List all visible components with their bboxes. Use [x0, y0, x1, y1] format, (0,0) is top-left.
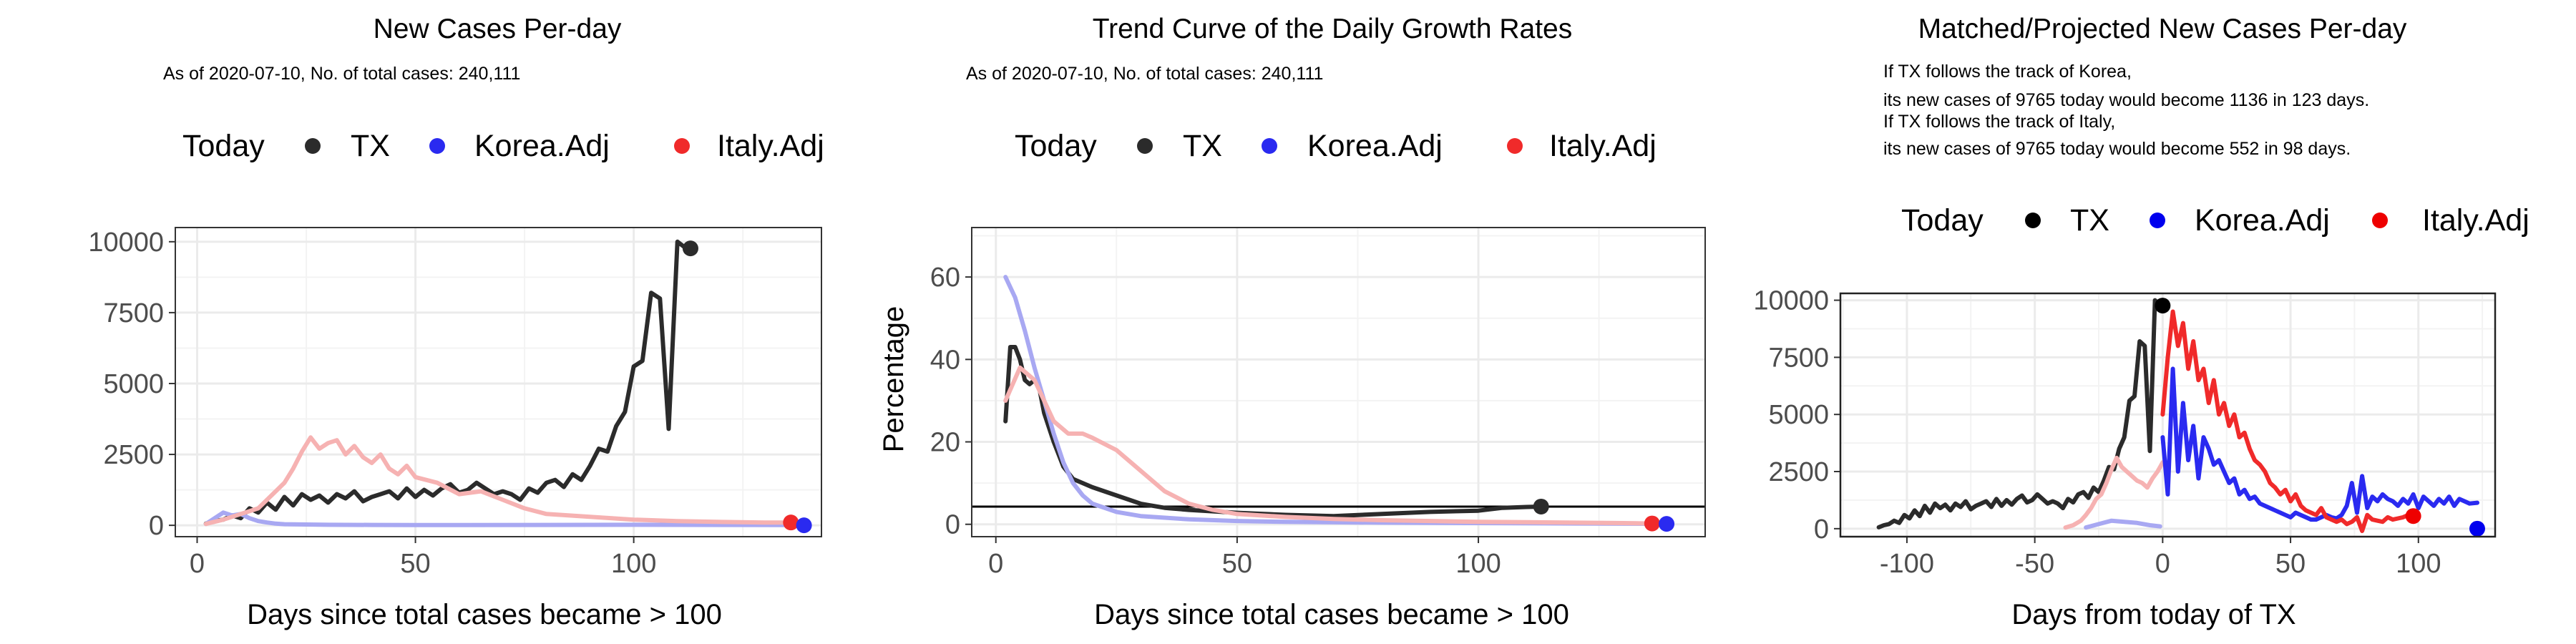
y-tick-label: 5000 — [1768, 400, 1829, 430]
legend-label-italy: Italy.Adj — [1549, 129, 1657, 163]
legend-label-tx: TX — [351, 129, 390, 163]
y-tick-label: 7500 — [1768, 343, 1829, 373]
legend-key-korea — [2150, 213, 2165, 228]
x-tick-label: 50 — [2275, 549, 2306, 579]
today-point-tx — [682, 240, 698, 257]
legend-title: Today — [1015, 129, 1097, 163]
today-point-korea-adj — [796, 517, 812, 534]
series-line-italy-adj-history- — [2063, 455, 2165, 530]
panel-title: Matched/Projected New Cases Per-day — [1918, 14, 2407, 44]
y-tick-label: 10000 — [88, 228, 164, 258]
panel-subtitle-line: If TX follows the track of Korea, — [1883, 62, 2132, 82]
y-tick-label: 7500 — [103, 298, 164, 328]
x-tick-label: -50 — [2015, 549, 2054, 579]
panel-border — [971, 227, 1706, 537]
panel-subtitle-line: its new cases of 9765 today would become… — [1883, 139, 2351, 159]
legend-label-italy: Italy.Adj — [2422, 203, 2529, 238]
legend-label-tx: TX — [2070, 203, 2109, 238]
legend-title: Today — [182, 129, 265, 163]
x-tick-label: 50 — [1222, 549, 1252, 579]
x-tick-label: 100 — [611, 549, 656, 579]
today-point-italy-adj — [2405, 508, 2421, 525]
y-tick-label: 2500 — [103, 440, 164, 470]
legend-label-italy: Italy.Adj — [717, 129, 824, 163]
x-axis-title: Days since total cases became > 100 — [1094, 599, 1569, 630]
panel-border — [1839, 292, 2497, 538]
panel-subtitle-line: If TX follows the track of Italy, — [1883, 112, 2115, 132]
y-tick-label: 2500 — [1768, 457, 1829, 487]
legend-label-korea: Korea.Adj — [1307, 129, 1443, 163]
y-tick-label: 0 — [1814, 514, 1829, 545]
today-point-tx — [1533, 498, 1549, 514]
x-tick-label: 50 — [400, 549, 430, 579]
plot-area-new-cases: 0 50 100 0 2500 5000 7500 10000 — [88, 227, 822, 579]
panel-border — [175, 227, 822, 537]
legend-key-korea — [1262, 138, 1277, 154]
legend-title: Today — [1901, 203, 1984, 238]
today-point-italy-adj — [1644, 515, 1660, 532]
x-axis-title: Days from today of TX — [2011, 599, 2296, 630]
legend: Today TX Korea.Adj Italy.Adj — [1015, 129, 1657, 163]
y-tick-label: 0 — [945, 510, 960, 540]
legend: Today TX Korea.Adj Italy.Adj — [1901, 203, 2529, 238]
series-line-italy-adj — [203, 435, 794, 527]
legend-label-tx: TX — [1183, 129, 1222, 163]
plot-area-projection: -100 -50 0 50 100 0 2500 5000 7500 10000 — [1753, 286, 2497, 579]
legend-key-italy — [674, 138, 690, 154]
legend-key-tx — [305, 138, 321, 154]
panel-new-cases: New Cases Per-day As of 2020-07-10, No. … — [88, 14, 824, 630]
panel-title: New Cases Per-day — [374, 14, 622, 44]
y-tick-label: 10000 — [1753, 286, 1829, 316]
x-tick-label: 0 — [2155, 549, 2170, 579]
legend-key-tx — [1137, 138, 1153, 154]
today-point-korea-adj — [2469, 520, 2485, 537]
today-point-italy-adj — [783, 514, 799, 531]
panel-subtitle-line: its new cases of 9765 today would become… — [1883, 90, 2369, 110]
series-line-tx — [1003, 345, 1543, 519]
y-tick-label: 60 — [930, 263, 960, 293]
legend-key-italy — [1507, 138, 1523, 154]
series-line-korea-adj-history- — [2084, 518, 2162, 530]
series-line-italy-adj-projection- — [2160, 309, 2416, 533]
legend-key-tx — [2025, 213, 2041, 228]
y-tick-label: 40 — [930, 345, 960, 375]
legend: Today TX Korea.Adj Italy.Adj — [182, 129, 824, 163]
panel-projection: Matched/Projected New Cases Per-day If T… — [1753, 14, 2529, 630]
x-tick-label: 100 — [2396, 549, 2441, 579]
legend-key-korea — [429, 138, 445, 154]
series-line-korea-adj-projection- — [2160, 366, 2479, 522]
plot-area-growth-rates: 0 50 100 0 20 40 60 — [930, 227, 1706, 579]
legend-label-korea: Korea.Adj — [2195, 203, 2330, 238]
x-axis-title: Days since total cases became > 100 — [247, 599, 722, 630]
x-tick-label: 0 — [190, 549, 205, 579]
panel-subtitle-line: As of 2020-07-10, No. of total cases: 24… — [966, 64, 1323, 84]
legend-label-korea: Korea.Adj — [474, 129, 610, 163]
x-tick-label: -100 — [1880, 549, 1934, 579]
y-tick-label: 20 — [930, 428, 960, 458]
today-point-korea-adj — [1659, 516, 1675, 532]
today-point-tx — [2155, 298, 2171, 314]
y-axis-title: Percentage — [878, 306, 909, 453]
legend-key-italy — [2372, 213, 2388, 228]
y-tick-label: 0 — [149, 511, 164, 541]
y-tick-label: 5000 — [103, 369, 164, 399]
panel-growth-rates: Trend Curve of the Daily Growth Rates As… — [878, 14, 1706, 630]
series-line-italy-adj — [1003, 365, 1654, 526]
series-line-korea-adj — [1003, 275, 1669, 527]
x-tick-label: 0 — [988, 549, 1003, 579]
x-tick-label: 100 — [1455, 549, 1501, 579]
panel-title: Trend Curve of the Daily Growth Rates — [1093, 14, 1572, 44]
panel-subtitle-line: As of 2020-07-10, No. of total cases: 24… — [163, 64, 520, 84]
